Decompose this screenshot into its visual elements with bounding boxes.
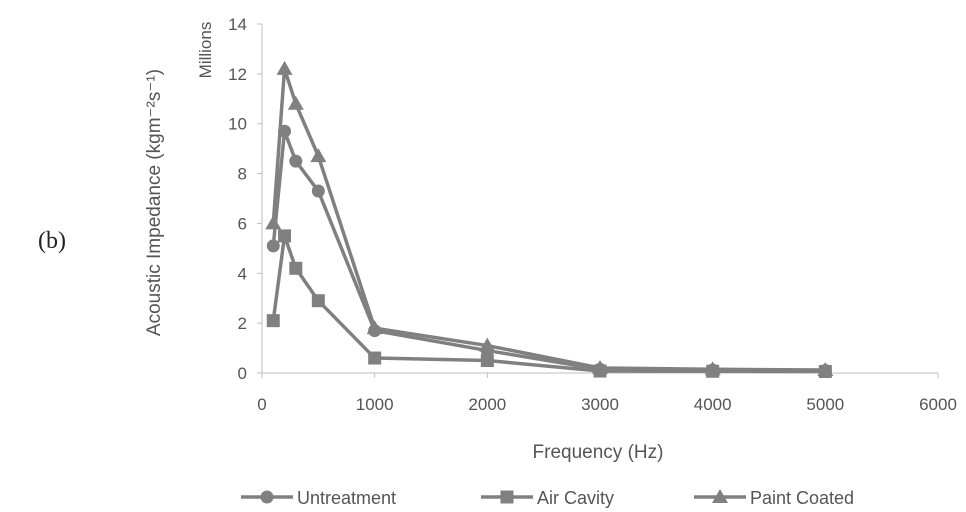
x-tick-label: 5000 — [806, 395, 844, 414]
series-air-cavity — [266, 229, 832, 379]
y-tick-label: 10 — [228, 115, 247, 134]
data-point-triangle — [479, 337, 496, 352]
legend-label: Air Cavity — [537, 488, 614, 508]
data-point-triangle — [276, 60, 293, 75]
x-tick-label: 4000 — [694, 395, 732, 414]
y-tick-labels: 0 2 4 6 8 10 12 14 — [228, 15, 247, 383]
data-point-square — [289, 261, 303, 275]
series-paint-coated — [265, 60, 834, 377]
series-untreatment — [266, 124, 832, 378]
data-point-triangle — [310, 148, 327, 163]
y-tick-label: 2 — [238, 314, 247, 333]
legend: Untreatment Air Cavity Paint Coated — [241, 488, 854, 508]
data-point-square — [480, 354, 494, 368]
y-tick-label: 0 — [238, 364, 247, 383]
x-tick-label: 6000 — [919, 395, 957, 414]
y-tick-label: 6 — [238, 214, 247, 233]
data-point-triangle — [287, 95, 304, 110]
axes — [257, 23, 939, 378]
legend-label: Paint Coated — [750, 488, 854, 508]
data-point-triangle — [265, 215, 282, 230]
series-line — [271, 67, 826, 372]
x-axis-title: Frequency (Hz) — [533, 442, 664, 463]
y-tick-label: 8 — [238, 165, 247, 184]
data-point-triangle — [366, 320, 383, 335]
data-point-square — [368, 351, 382, 365]
data-point-triangle — [704, 361, 721, 376]
y-tick-label: 12 — [228, 65, 247, 84]
y-unit-label: Millions — [196, 22, 215, 79]
legend-item: Air Cavity — [481, 488, 614, 508]
x-tick-label: 0 — [257, 395, 266, 414]
x-tick-label: 3000 — [581, 395, 619, 414]
series-layer — [265, 60, 834, 379]
data-point-square — [266, 314, 280, 328]
series-line — [271, 234, 826, 374]
data-point-square — [311, 294, 325, 308]
legend-label: Untreatment — [297, 488, 396, 508]
series-line — [271, 129, 826, 373]
data-point-square — [278, 229, 292, 243]
y-tick-label: 4 — [238, 264, 247, 283]
x-tick-label: 2000 — [468, 395, 506, 414]
data-point-triangle — [817, 362, 834, 377]
legend-marker — [260, 490, 274, 504]
panel-label: (b) — [38, 228, 66, 254]
legend-item: Paint Coated — [694, 488, 854, 508]
y-axis-title: Acoustic Impedance (kgm⁻²s⁻¹) — [144, 69, 165, 336]
data-point-circle — [289, 154, 303, 168]
y-tick-label: 14 — [228, 15, 247, 34]
x-tick-label: 1000 — [356, 395, 394, 414]
data-point-triangle — [592, 360, 608, 375]
data-point-circle — [311, 184, 325, 198]
legend-marker — [500, 490, 514, 504]
legend-marker — [712, 489, 728, 503]
x-tick-labels: 0 1000 2000 3000 4000 5000 6000 — [257, 395, 957, 414]
legend-item: Untreatment — [241, 488, 396, 508]
data-point-circle — [266, 239, 280, 253]
